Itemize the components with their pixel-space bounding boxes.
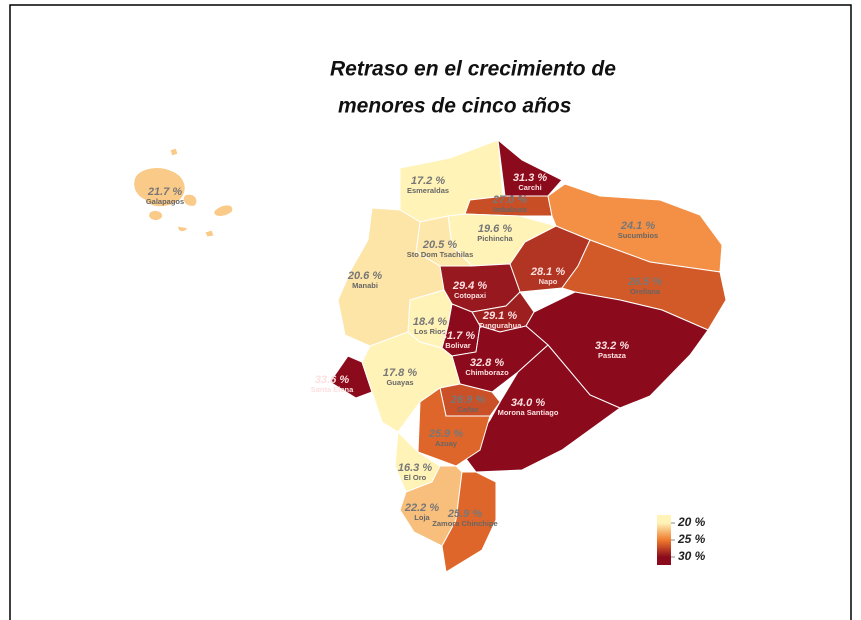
region-name: Carchi <box>518 183 541 192</box>
region-value: 20.6 % <box>347 270 382 282</box>
region-name: Imbabura <box>493 205 528 214</box>
region-value: 19.6 % <box>478 223 512 235</box>
region-value: 33.6 % <box>315 374 349 386</box>
region-value: 31.7 % <box>441 330 475 342</box>
region <box>133 147 234 238</box>
region-name: Napo <box>539 277 558 286</box>
region <box>547 183 723 273</box>
region-name: Guayas <box>386 378 413 387</box>
region-value: 18.4 % <box>413 316 447 328</box>
region-value: 32.8 % <box>470 357 504 369</box>
region-value: 17.8 % <box>383 367 417 379</box>
region-value: 22.2 % <box>404 502 439 514</box>
region-value: 34.0 % <box>511 397 545 409</box>
region-value: 24.1 % <box>620 220 655 232</box>
region-name: Cotopaxi <box>454 291 486 300</box>
frame <box>9 4 852 620</box>
region-value: 21.7 % <box>147 186 182 198</box>
legend-label: 20 % <box>677 515 706 529</box>
region-value: 16.3 % <box>398 462 432 474</box>
region <box>417 387 491 467</box>
region-name: Sucumbios <box>618 231 658 240</box>
region-value: 26.5 % <box>627 276 662 288</box>
region-name: Manabi <box>352 281 378 290</box>
legend-scale <box>657 515 671 565</box>
region-value: 33.2 % <box>595 340 629 352</box>
region-name: Loja <box>414 513 430 522</box>
region <box>441 471 497 573</box>
legend-label: 30 % <box>678 549 706 563</box>
region-name: Cañar <box>457 405 478 414</box>
region-value: 28.1 % <box>530 266 565 278</box>
region-name: Orellana <box>630 287 661 296</box>
region <box>497 138 563 197</box>
region-name: Chimborazo <box>465 368 509 377</box>
region-name: Santa Elena <box>311 385 354 394</box>
title-line: menores de cinco años <box>338 95 571 118</box>
title-line: Retraso en el crecimiento de <box>330 58 616 81</box>
region-value: 29.4 % <box>452 280 487 292</box>
region-value: 29.1 % <box>482 310 517 322</box>
region-value: 26.9 % <box>450 394 485 406</box>
region-name: Sto Dom Tsachilas <box>407 250 474 259</box>
region-value: 31.3 % <box>513 172 547 184</box>
region-value: 25.9 % <box>428 428 463 440</box>
region-value: 25.9 % <box>447 508 482 520</box>
region-name: Zamora Chinchipe <box>432 519 497 528</box>
region-name: Esmeraldas <box>407 186 449 195</box>
region-value: 17.2 % <box>411 175 445 187</box>
region-name: Pichincha <box>477 234 513 243</box>
region-name: Azuay <box>435 439 458 448</box>
region-name: Pastaza <box>598 351 627 360</box>
region-name: Morona Santiago <box>498 408 559 417</box>
region-value: 20.5 % <box>422 239 457 251</box>
region-name: El Oro <box>404 473 427 482</box>
region-name: Bolivar <box>445 341 471 350</box>
region-name: Los Rios <box>414 327 446 336</box>
region-name: Galapagos <box>146 197 184 206</box>
legend-label: 25 % <box>677 532 706 546</box>
region-value: 27.0 % <box>492 194 527 206</box>
region-name: Tungurahua <box>479 321 523 330</box>
region <box>463 344 622 473</box>
